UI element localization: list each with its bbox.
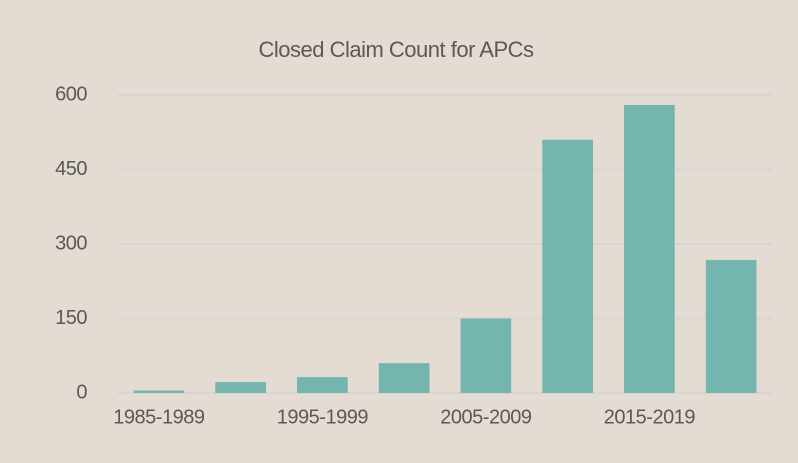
x-tick-label: 1985-1989 bbox=[113, 406, 205, 428]
y-tick-label: 450 bbox=[55, 158, 87, 180]
bar bbox=[460, 318, 512, 393]
bar bbox=[624, 104, 675, 393]
x-tick-label: 2005-2009 bbox=[440, 406, 532, 428]
bar bbox=[133, 390, 185, 393]
x-tick-label: 2015-2019 bbox=[604, 406, 696, 428]
bar bbox=[542, 139, 593, 393]
bar bbox=[215, 382, 266, 393]
y-tick-label: 600 bbox=[55, 83, 87, 105]
y-tick-label: 0 bbox=[76, 381, 87, 403]
x-tick-label: 1995-1999 bbox=[277, 406, 369, 428]
y-tick-label: 300 bbox=[55, 232, 87, 254]
bar bbox=[297, 377, 348, 393]
chart-title: Closed Claim Count for APCs bbox=[258, 37, 534, 62]
bar bbox=[378, 363, 430, 393]
bar bbox=[705, 259, 757, 393]
y-tick-label: 150 bbox=[55, 307, 87, 329]
